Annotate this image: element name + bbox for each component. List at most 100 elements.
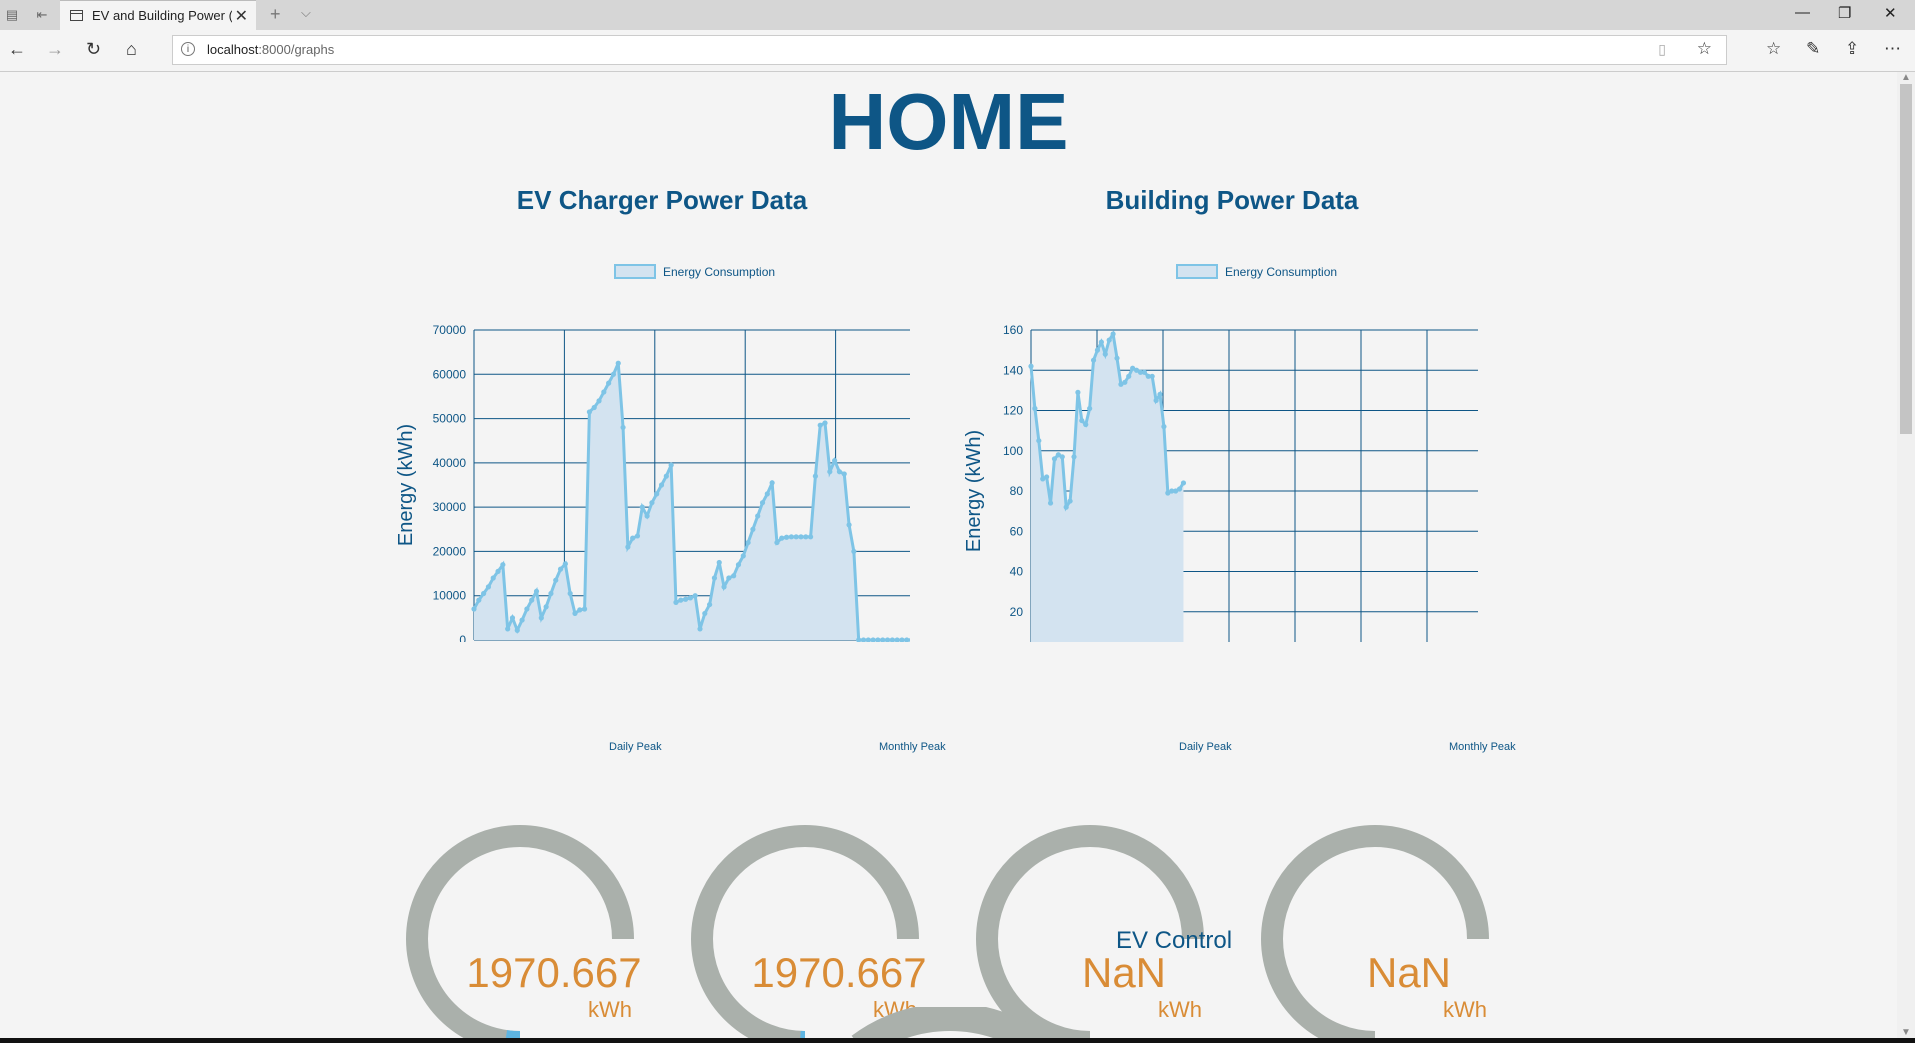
data-point [875,637,881,642]
page-icon [70,10,83,21]
data-point [803,534,809,540]
scrollbar-thumb[interactable] [1900,84,1912,434]
more-menu-icon[interactable]: ⋯ [1884,39,1901,58]
tab-title: EV and Building Power ( [92,8,232,23]
data-point [716,559,722,566]
restore-icon[interactable]: ❐ [1838,5,1852,22]
data-point [557,566,564,572]
ev-control-heading: EV Control [1116,927,1233,954]
page-content: HOME EV Charger Power Data Building Powe… [0,72,1897,1043]
data-point [750,526,756,532]
data-point [711,575,718,581]
y-tick-label: 140 [1003,363,1023,377]
site-info-icon[interactable]: i [181,42,195,56]
data-point [1067,498,1073,504]
reading-view-icon[interactable]: ▯ [1658,41,1666,57]
data-point [788,534,794,540]
gauge-unit: kWh [1158,997,1202,1022]
gauge-label-daily-peak-2: Daily Peak [1179,741,1232,753]
favorites-hub-icon[interactable]: ☆ [1766,39,1782,58]
data-point [649,500,655,506]
close-window-icon[interactable]: ✕ [1884,5,1897,22]
data-point [836,469,843,475]
data-point [759,500,766,506]
data-point [894,637,900,642]
data-point [1044,474,1050,480]
scroll-up-icon[interactable]: ▲ [1901,72,1911,83]
data-point [1106,337,1112,343]
data-point [1102,351,1108,357]
data-point [630,535,636,541]
forward-icon[interactable]: → [46,39,64,59]
data-point [1083,421,1089,428]
data-point [707,601,713,608]
y-tick-label: 30000 [433,500,467,514]
data-point [731,573,737,579]
y-tick-label: 0 [459,633,466,642]
ev-charger-chart: Energy Consumption 0 10000 20000 30000 40000 5… [395,264,910,642]
data-point [745,539,751,546]
vertical-scrollbar[interactable]: ▲ ▼ [1897,72,1915,1043]
tab-preview-chevron-icon[interactable]: ⌵ [301,5,311,20]
data-point [606,380,612,386]
data-point [490,575,496,581]
data-point [735,562,742,568]
gauge-value: NaN [1367,949,1451,996]
tab-actions-icon[interactable]: ▤ [5,7,19,22]
data-point [581,606,588,612]
home-icon[interactable]: ⌂ [126,39,137,59]
gauge-unit: kWh [588,997,632,1022]
data-point [1032,405,1038,412]
data-point [908,637,910,642]
data-point [668,462,674,468]
data-point [1075,389,1081,395]
page-title: HOME [828,77,1069,166]
data-point [870,637,876,642]
data-point [591,404,597,411]
data-point [538,615,544,621]
data-point [755,513,761,519]
y-axis-label: Energy (kWh) [395,424,417,546]
favorite-star-icon[interactable]: ☆ [1696,39,1712,58]
data-point [779,535,785,541]
data-point [548,590,554,597]
data-point [639,504,645,510]
data-point [1047,500,1054,506]
series-line [1029,329,1185,512]
data-point [615,360,621,366]
new-tab-icon[interactable]: + [270,4,281,24]
y-tick-label: 20 [1010,605,1024,619]
y-tick-label: 40 [1010,565,1024,579]
refresh-icon[interactable]: ↻ [86,39,102,59]
data-point [807,534,814,540]
building-power-chart: Energy Consumption0204060801001201401602… [963,264,1478,642]
share-icon[interactable]: ⇪ [1845,39,1860,58]
series-area [474,363,910,640]
close-tab-icon[interactable]: ✕ [234,8,248,25]
set-tabs-aside-icon[interactable]: ⇤ [36,7,48,22]
data-point [1055,452,1061,458]
data-point [495,568,501,574]
gauge-value: 1970.667 [751,949,926,996]
data-point [519,617,525,623]
address-bar[interactable]: i localhost:8000/graphs ▯ ☆ [172,35,1727,65]
data-point [798,534,804,540]
back-icon[interactable]: ← [8,39,26,59]
data-point [471,606,477,612]
data-point [481,590,487,597]
data-point [658,482,665,488]
data-point [543,604,549,610]
web-note-pen-icon[interactable]: ✎ [1806,39,1821,58]
browser-nav-bar: ← → ↻ ⌂ i localhost:8000/graphs ▯ ☆ ☆ ✎ … [0,30,1915,72]
y-tick-label: 160 [1003,323,1023,337]
data-point [1141,369,1147,375]
y-axis-label: Energy (kWh) [963,430,985,552]
series-area [1031,334,1184,642]
data-point [865,637,871,642]
browser-tab[interactable]: EV and Building Power ( ✕ [60,0,256,30]
scroll-down-icon[interactable]: ▼ [1901,1027,1911,1038]
minimize-icon[interactable]: — [1795,4,1810,21]
data-point [1161,424,1167,430]
data-point [851,548,857,555]
